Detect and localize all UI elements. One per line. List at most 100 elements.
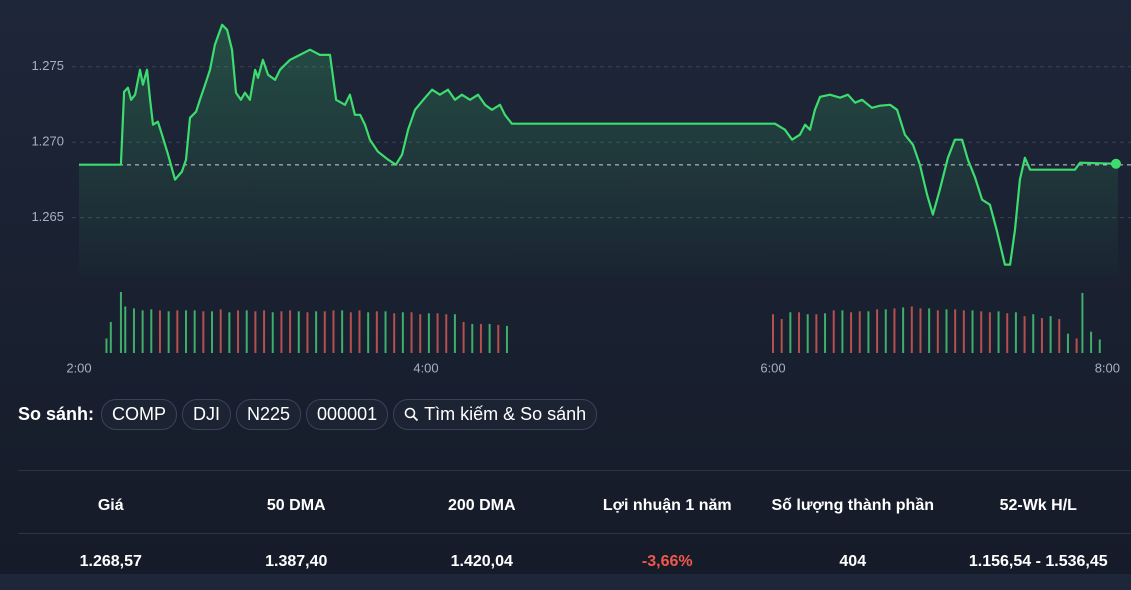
volume-bar xyxy=(1067,334,1069,353)
volume-bar xyxy=(142,310,144,353)
volume-bar xyxy=(454,314,456,353)
volume-bar xyxy=(202,311,204,353)
volume-bar xyxy=(110,322,112,353)
volume-bar xyxy=(280,311,282,353)
volume-bar xyxy=(159,310,161,353)
compare-chip[interactable]: 000001 xyxy=(306,399,388,430)
search-label: Tìm kiếm & So sánh xyxy=(424,404,586,425)
y-tick-label: 1.265 xyxy=(31,209,64,224)
volume-bar xyxy=(480,324,482,353)
volume-bar xyxy=(807,314,809,353)
volume-bar xyxy=(1090,332,1092,353)
volume-bar xyxy=(411,312,413,353)
area-fill xyxy=(79,25,1118,275)
volume-bar xyxy=(445,314,447,353)
volume-bar xyxy=(911,306,913,353)
volume-bar xyxy=(385,311,387,353)
volume-bar xyxy=(972,310,974,353)
compare-label: So sánh: xyxy=(18,404,94,425)
volume-bar xyxy=(489,324,491,353)
compare-bar: So sánh: COMP DJI N225 000001 Tìm kiếm &… xyxy=(18,399,597,430)
volume-bar xyxy=(402,312,404,353)
stats-value: 1.387,40 xyxy=(204,534,390,590)
y-tick-label: 1.270 xyxy=(31,134,64,149)
stats-value: 1.156,54 - 1.536,45 xyxy=(946,534,1131,590)
volume-bar xyxy=(1041,318,1043,353)
volume-bar xyxy=(1081,293,1083,353)
volume-bar xyxy=(902,307,904,353)
volume-bar xyxy=(781,319,783,353)
volume-bar xyxy=(789,312,791,353)
volume-bar xyxy=(254,311,256,353)
stats-value: -3,66% xyxy=(575,534,761,590)
volume-bar xyxy=(954,309,956,353)
volume-bar xyxy=(850,312,852,353)
volume-bar xyxy=(358,310,360,353)
volume-bar xyxy=(176,310,178,353)
volume-bar xyxy=(867,311,869,353)
page: Chart {"chart_data": {"type": "line", "x… xyxy=(0,0,1131,574)
volume-bar xyxy=(324,311,326,353)
volume-bar xyxy=(833,310,835,353)
stats-header: 52-Wk H/L xyxy=(946,471,1131,533)
volume-bar xyxy=(376,311,378,353)
compare-chip[interactable]: COMP xyxy=(101,399,177,430)
y-tick-label: 1.275 xyxy=(31,58,64,73)
volume-bar xyxy=(876,309,878,353)
volume-bar xyxy=(497,325,499,353)
volume-bar xyxy=(471,324,473,353)
volume-bar xyxy=(298,311,300,353)
volume-bar xyxy=(1050,316,1052,353)
volume-bar xyxy=(506,326,508,353)
stats-header: Lợi nhuận 1 năm xyxy=(575,471,761,533)
stats-header: 200 DMA xyxy=(389,471,575,533)
compare-chip[interactable]: N225 xyxy=(236,399,301,430)
volume-bar xyxy=(859,311,861,353)
volume-bar xyxy=(246,310,248,353)
volume-bar xyxy=(237,310,239,353)
volume-bar xyxy=(998,311,1000,353)
volume-bar xyxy=(463,322,465,353)
volume-bar xyxy=(332,310,334,353)
last-point xyxy=(1111,159,1121,169)
volume-bar xyxy=(893,308,895,353)
volume-bar xyxy=(272,312,274,353)
volume-bar xyxy=(341,310,343,353)
volume-bar xyxy=(928,308,930,353)
x-tick-label: 6:00 xyxy=(760,360,785,375)
x-tick-label: 8:00 xyxy=(1095,360,1120,375)
volume-bar xyxy=(393,313,395,353)
volume-bar xyxy=(1032,314,1034,353)
volume-bar xyxy=(980,311,982,353)
volume-bar xyxy=(185,310,187,353)
volume-bar xyxy=(220,309,222,353)
volume-bar xyxy=(124,306,126,353)
volume-bar xyxy=(1015,312,1017,353)
volume-bar xyxy=(1058,319,1060,353)
volume-bar xyxy=(263,310,265,353)
stats-value: 1.420,04 xyxy=(389,534,575,590)
volume-bar xyxy=(937,310,939,353)
search-button[interactable]: Tìm kiếm & So sánh xyxy=(393,399,597,430)
volume-bar xyxy=(168,311,170,353)
volume-bar xyxy=(437,313,439,353)
volume-bar xyxy=(919,308,921,353)
volume-bar xyxy=(946,309,948,353)
stats-value: 1.268,57 xyxy=(18,534,204,590)
search-icon xyxy=(404,407,419,422)
volume-bar xyxy=(306,312,308,353)
volume-bar xyxy=(367,312,369,353)
volume-bar xyxy=(1006,313,1008,353)
stats-header: Số lượng thành phần xyxy=(760,471,946,533)
volume-bar xyxy=(150,309,152,353)
volume-bar xyxy=(120,292,122,353)
volume-bar xyxy=(798,312,800,353)
volume-bar xyxy=(989,312,991,353)
volume-bar xyxy=(963,310,965,353)
volume-bar xyxy=(1024,316,1026,353)
compare-chip[interactable]: DJI xyxy=(182,399,231,430)
